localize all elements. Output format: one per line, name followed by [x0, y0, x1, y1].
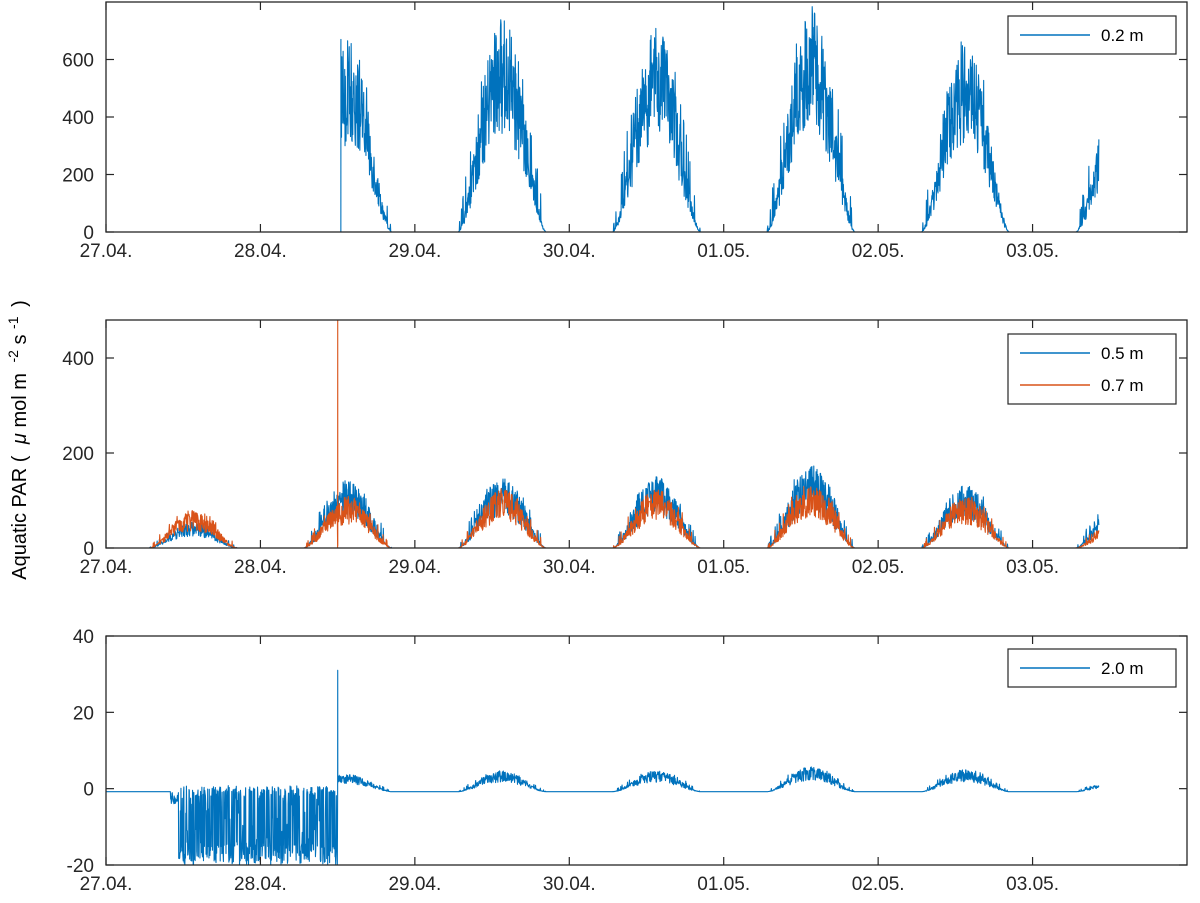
y-tick-label: 200 — [62, 444, 94, 465]
y-tick-label: 0 — [83, 223, 94, 244]
legend-label: 0.7 m — [1101, 376, 1144, 395]
y-label-exp2: -1 — [5, 316, 21, 329]
x-tick-label: 02.05. — [852, 874, 905, 895]
axes-box — [105, 319, 1188, 549]
y-tick-label: 40 — [73, 627, 94, 648]
axes-box — [105, 635, 1188, 866]
y-label-unit: mol m — [9, 373, 31, 427]
svg-text:Aquatic PAR ( μ mo: Aquatic PAR ( μ mol m -2 s -1 ) — [1, 300, 31, 580]
y-tick-label: 0 — [83, 780, 94, 801]
plot-area — [106, 320, 1100, 548]
x-tick-label: 30.04. — [543, 557, 596, 578]
y-label-mu: μ — [9, 433, 31, 445]
legend-label: 0.2 m — [1101, 26, 1144, 45]
panel-1: 27.04. 28.04. 29.04. 30.04. 01.05. 02.05. 03.0… — [62, 319, 1188, 578]
legend: 2.0 m — [1007, 648, 1177, 688]
legend-box — [1007, 333, 1177, 405]
x-tick-label: 01.05. — [697, 241, 750, 262]
x-tick-label: 28.04. — [234, 241, 287, 262]
y-tick-label: 200 — [62, 166, 94, 187]
x-tick-label: 01.05. — [697, 874, 750, 895]
y-label-suffix: ) — [9, 300, 31, 307]
x-tick-label: 27.04. — [80, 241, 133, 262]
y-label-mid: s — [9, 335, 31, 345]
x-tick-label: 03.05. — [1006, 874, 1059, 895]
x-tick-label: 03.05. — [1006, 557, 1059, 578]
panel-2: 27.04. 28.04. 29.04. 30.04. 01.05. 02.05. 03.0… — [67, 627, 1188, 895]
y-tick-label: 400 — [62, 108, 94, 129]
series-line-0-2m — [260, 6, 1100, 232]
x-tick-label: 30.04. — [543, 241, 596, 262]
plot-area — [260, 6, 1100, 232]
x-tick-label: 29.04. — [388, 557, 441, 578]
x-tick-label: 28.04. — [234, 874, 287, 895]
x-tick-label: 29.04. — [388, 241, 441, 262]
legend: 0.2 m — [1007, 15, 1177, 55]
y-tick-label: 20 — [73, 703, 94, 724]
plot-area — [106, 669, 1100, 865]
x-tick-label: 30.04. — [543, 874, 596, 895]
y-axis-label: Aquatic PAR ( μ mol m -2 s -1 ) — [1, 300, 31, 580]
x-tick-label: 29.04. — [388, 874, 441, 895]
legend: 0.5 m 0.7 m — [1007, 333, 1177, 405]
y-label-exp1: -2 — [5, 350, 21, 363]
series-line-0-5m — [106, 465, 1100, 548]
series-line-2-0m — [106, 669, 1100, 865]
x-tick-label: 01.05. — [697, 557, 750, 578]
x-tick-label: 27.04. — [80, 874, 133, 895]
x-tick-label: 02.05. — [852, 557, 905, 578]
y-tick-label: -20 — [67, 856, 94, 877]
y-tick-label: 400 — [62, 349, 94, 370]
x-tick-label: 03.05. — [1006, 241, 1059, 262]
x-tick-label: 27.04. — [80, 557, 133, 578]
y-label-prefix: Aquatic PAR ( — [9, 455, 31, 579]
series-line-0-7m — [106, 320, 1100, 548]
y-tick-label: 600 — [62, 51, 94, 72]
x-tick-label: 02.05. — [852, 241, 905, 262]
x-tick-label: 28.04. — [234, 557, 287, 578]
legend-label: 2.0 m — [1101, 659, 1144, 678]
y-tick-label: 0 — [83, 539, 94, 560]
panel-0: 27.04. 28.04. 29.04. 30.04. 01.05. 02.05. 03.0… — [62, 1, 1188, 262]
legend-label: 0.5 m — [1101, 344, 1144, 363]
